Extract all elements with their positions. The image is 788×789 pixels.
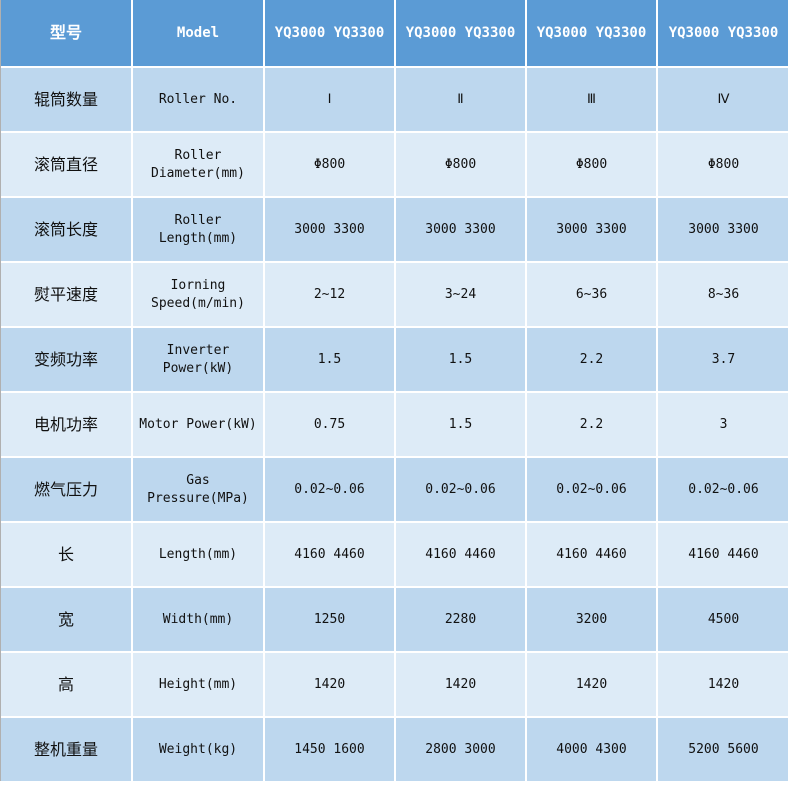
row-label-cn: 燃气压力 — [1, 458, 131, 521]
table-cell: 2.2 — [527, 328, 656, 391]
table-cell: 3000 3300 — [265, 198, 394, 261]
table-cell: 3000 3300 — [396, 198, 525, 261]
table-cell: 3000 3300 — [527, 198, 656, 261]
table-cell: Ⅰ — [265, 68, 394, 131]
row-label-en: Gas Pressure(MPa) — [133, 458, 263, 521]
table-cell: Ⅲ — [527, 68, 656, 131]
table-cell: 2280 — [396, 588, 525, 651]
table-cell: 2~12 — [265, 263, 394, 326]
table-cell: Φ800 — [396, 133, 525, 196]
table-cell: 1450 1600 — [265, 718, 394, 781]
row-label-cn: 滚筒长度 — [1, 198, 131, 261]
table-cell: Ⅳ — [658, 68, 788, 131]
table-cell: 2.2 — [527, 393, 656, 456]
row-label-en: Inverter Power(kW) — [133, 328, 263, 391]
table-cell: 3.7 — [658, 328, 788, 391]
table-cell: 1.5 — [396, 328, 525, 391]
row-label-en: Weight(kg) — [133, 718, 263, 781]
row-label-cn: 整机重量 — [1, 718, 131, 781]
table-cell: 0.02~0.06 — [265, 458, 394, 521]
table-cell: 4160 4460 — [658, 523, 788, 586]
table-cell: 1420 — [396, 653, 525, 716]
table-cell: 1250 — [265, 588, 394, 651]
table-cell: 4160 4460 — [396, 523, 525, 586]
table-cell: 3~24 — [396, 263, 525, 326]
header-cell: YQ3000 YQ3300 — [658, 0, 788, 66]
header-cell: Model — [133, 0, 263, 66]
table-cell: 4160 4460 — [265, 523, 394, 586]
table-cell: 1420 — [265, 653, 394, 716]
table-cell: 4160 4460 — [527, 523, 656, 586]
table-cell: 0.75 — [265, 393, 394, 456]
table-cell: 0.02~0.06 — [527, 458, 656, 521]
row-label-cn: 电机功率 — [1, 393, 131, 456]
table-cell: 5200 5600 — [658, 718, 788, 781]
table-cell: 2800 3000 — [396, 718, 525, 781]
row-label-cn: 辊筒数量 — [1, 68, 131, 131]
row-label-cn: 宽 — [1, 588, 131, 651]
table-cell: Φ800 — [658, 133, 788, 196]
row-label-en: Width(mm) — [133, 588, 263, 651]
row-label-cn: 熨平速度 — [1, 263, 131, 326]
row-label-cn: 变频功率 — [1, 328, 131, 391]
header-cell: YQ3000 YQ3300 — [265, 0, 394, 66]
row-label-en: Height(mm) — [133, 653, 263, 716]
row-label-cn: 高 — [1, 653, 131, 716]
table-cell: Φ800 — [527, 133, 656, 196]
table-cell: 0.02~0.06 — [396, 458, 525, 521]
row-label-cn: 长 — [1, 523, 131, 586]
table-cell: 6~36 — [527, 263, 656, 326]
header-cell: 型号 — [1, 0, 131, 66]
header-cell: YQ3000 YQ3300 — [527, 0, 656, 66]
table-cell: 1.5 — [396, 393, 525, 456]
table-cell: 1420 — [658, 653, 788, 716]
table-cell: 3200 — [527, 588, 656, 651]
row-label-cn: 滚筒直径 — [1, 133, 131, 196]
table-cell: 1.5 — [265, 328, 394, 391]
table-cell: 0.02~0.06 — [658, 458, 788, 521]
table-cell: 8~36 — [658, 263, 788, 326]
table-cell: 3 — [658, 393, 788, 456]
table-cell: 1420 — [527, 653, 656, 716]
row-label-en: Iorning Speed(m/min) — [133, 263, 263, 326]
table-cell: 3000 3300 — [658, 198, 788, 261]
row-label-en: Roller No. — [133, 68, 263, 131]
table-cell: 4500 — [658, 588, 788, 651]
row-label-en: Roller Diameter(mm) — [133, 133, 263, 196]
table-cell: 4000 4300 — [527, 718, 656, 781]
row-label-en: Roller Length(mm) — [133, 198, 263, 261]
table-cell: Φ800 — [265, 133, 394, 196]
table-cell: Ⅱ — [396, 68, 525, 131]
header-cell: YQ3000 YQ3300 — [396, 0, 525, 66]
row-label-en: Length(mm) — [133, 523, 263, 586]
row-label-en: Motor Power(kW) — [133, 393, 263, 456]
